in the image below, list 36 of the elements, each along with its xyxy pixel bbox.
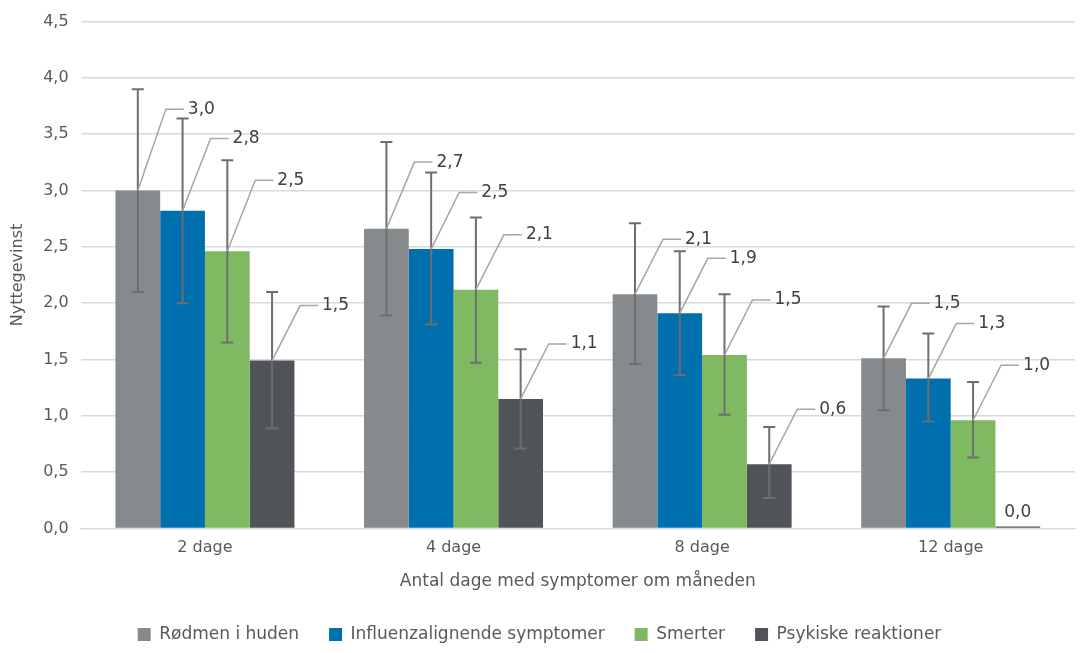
legend-label: Smerter (656, 622, 726, 643)
y-tick-label: 4,5 (43, 10, 69, 30)
data-label: 1,1 (570, 332, 598, 353)
y-tick-label: 3,5 (43, 123, 69, 143)
y-tick-label: 2,5 (43, 236, 69, 255)
data-label: 1,5 (933, 291, 961, 312)
y-tick-label: 0,0 (43, 517, 69, 537)
data-label: 3,0 (187, 97, 215, 118)
y-tick-label: 0,5 (43, 461, 69, 481)
data-label: 1,9 (729, 246, 757, 267)
legend-label: Influenzalignende symptomer (350, 622, 605, 643)
x-tick-label: 12 dage (918, 537, 984, 557)
y-tick-label: 1,0 (43, 404, 69, 424)
data-label: 1,3 (978, 312, 1006, 333)
x-axis-title: Antal dage med symptomer om måneden (399, 570, 756, 591)
data-label: 2,7 (436, 150, 464, 171)
x-tick-label: 8 dage (674, 537, 730, 557)
data-label: 2,5 (481, 180, 509, 201)
data-label: 1,5 (774, 288, 802, 309)
y-tick-label: 2,0 (43, 292, 69, 312)
x-tick-label: 4 dage (425, 537, 482, 557)
data-label: 0,6 (819, 397, 847, 418)
y-tick-label: 1,5 (43, 348, 69, 368)
data-label: 2,1 (525, 223, 553, 244)
y-tick-label: 3,0 (43, 179, 69, 199)
legend-label: Rødmen i huden (159, 622, 300, 643)
x-tick-label: 2 dage (177, 537, 233, 557)
data-label: 1,5 (322, 294, 350, 315)
data-label: 0,0 (1004, 500, 1032, 521)
data-label: 1,0 (1023, 353, 1051, 374)
data-label: 2,5 (277, 168, 305, 189)
y-tick-label: 4,0 (43, 67, 69, 87)
y-axis-title: Nyttegevinst (6, 223, 26, 327)
legend-label: Psykiske reaktioner (776, 622, 942, 643)
data-label: 2,1 (685, 227, 713, 248)
data-label: 2,8 (232, 126, 260, 147)
